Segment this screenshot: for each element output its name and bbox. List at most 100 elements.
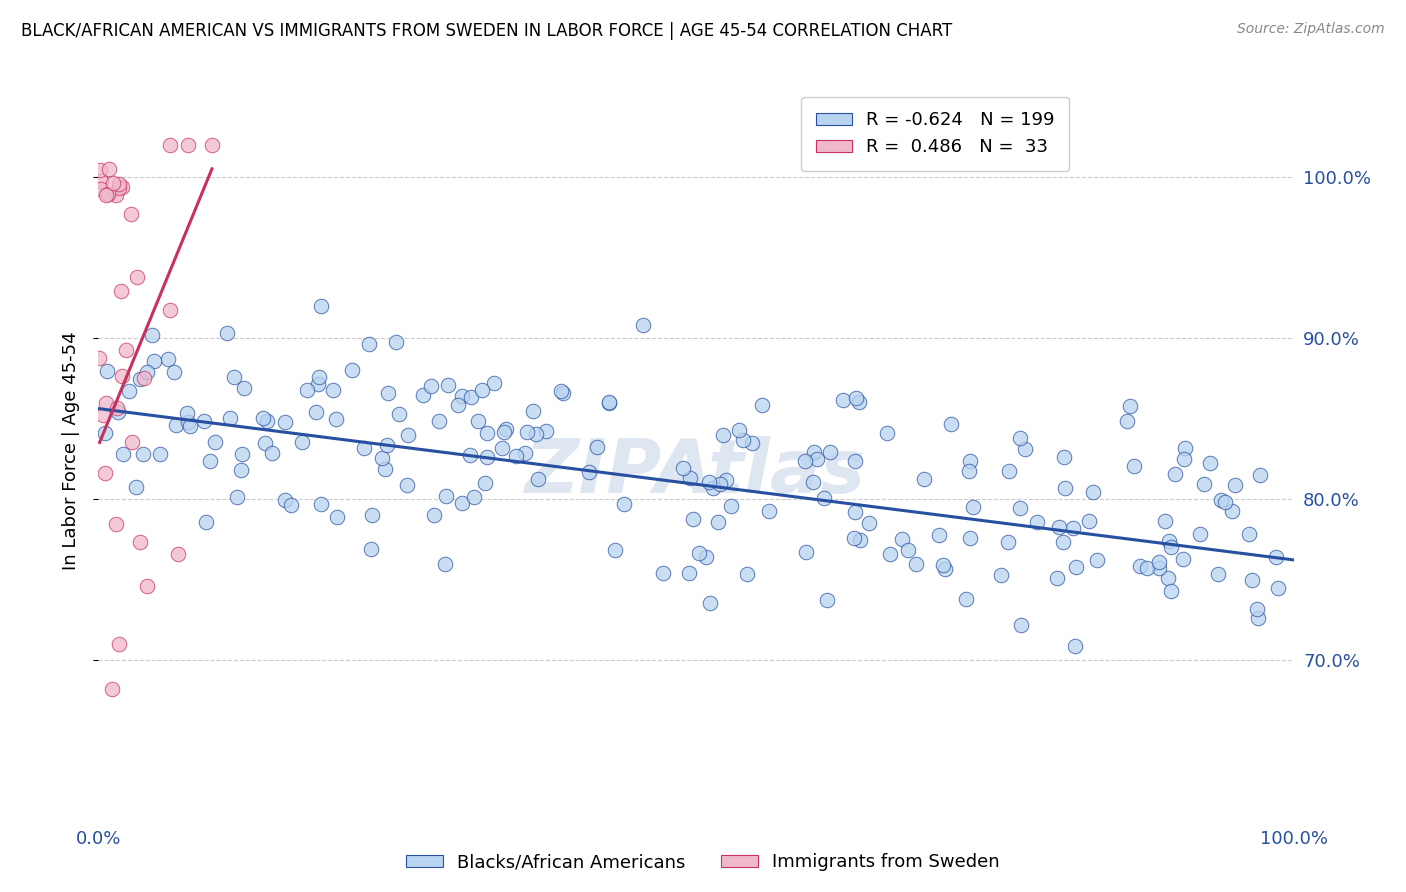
Point (1211, 493, 1233, 508)
Point (912, 472, 935, 486)
Point (598, 395, 620, 409)
Point (1147, 555, 1170, 569)
Point (108, 178, 131, 192)
Point (132, 371, 155, 385)
Legend: R = -0.624   N = 199, R =  0.486   N =  33: R = -0.624 N = 199, R = 0.486 N = 33 (801, 96, 1070, 170)
Point (177, 137, 200, 152)
Point (844, 505, 866, 519)
Point (1174, 441, 1197, 455)
Point (586, 440, 609, 454)
Point (491, 441, 513, 455)
Point (1157, 571, 1180, 585)
Point (1129, 559, 1152, 574)
Point (1173, 452, 1195, 467)
Point (233, 380, 256, 394)
Point (165, 418, 187, 433)
Point (176, 406, 198, 420)
Point (1237, 527, 1260, 541)
Point (598, 395, 620, 409)
Point (159, 302, 181, 317)
Point (156, 351, 179, 366)
Point (110, 285, 132, 299)
Point (1249, 467, 1271, 482)
Point (436, 378, 458, 392)
Point (1213, 495, 1236, 509)
Point (844, 454, 866, 468)
Point (420, 379, 443, 393)
Point (97, 161, 120, 176)
Point (1222, 504, 1244, 518)
Point (806, 451, 828, 466)
Point (997, 535, 1019, 549)
Point (1246, 601, 1268, 615)
Point (793, 454, 815, 468)
Point (256, 414, 278, 428)
Point (741, 435, 763, 450)
Point (460, 390, 482, 404)
Point (471, 383, 494, 397)
Point (832, 393, 855, 408)
Point (1083, 484, 1105, 499)
Point (107, 404, 129, 418)
Point (107, 637, 129, 651)
Point (879, 547, 901, 561)
Point (201, 137, 224, 152)
Point (136, 579, 159, 593)
Point (90, 174, 112, 188)
Point (451, 496, 474, 510)
Point (308, 370, 330, 384)
Point (1147, 560, 1170, 574)
Point (997, 464, 1019, 478)
Point (813, 491, 835, 506)
Point (801, 475, 824, 489)
Point (1154, 514, 1177, 528)
Point (678, 566, 700, 581)
Point (395, 477, 418, 491)
Point (179, 419, 201, 434)
Point (1064, 639, 1087, 653)
Point (307, 376, 329, 391)
Point (101, 176, 124, 190)
Point (897, 543, 920, 558)
Point (136, 365, 159, 379)
Point (758, 504, 780, 518)
Point (94, 425, 117, 440)
Point (848, 395, 870, 409)
Point (219, 411, 242, 425)
Point (714, 473, 737, 487)
Point (1119, 399, 1142, 413)
Point (711, 428, 734, 442)
Point (1077, 514, 1099, 528)
Point (159, 137, 181, 152)
Point (254, 436, 277, 450)
Point (932, 558, 955, 573)
Point (679, 471, 702, 485)
Point (727, 423, 749, 437)
Point (551, 386, 574, 401)
Point (128, 535, 150, 549)
Point (1085, 553, 1108, 567)
Point (858, 516, 880, 531)
Point (105, 517, 128, 532)
Point (1192, 477, 1215, 491)
Point (295, 383, 318, 397)
Point (108, 181, 131, 195)
Point (751, 398, 773, 412)
Text: BLACK/AFRICAN AMERICAN VS IMMIGRANTS FROM SWEDEN IN LABOR FORCE | AGE 45-54 CORR: BLACK/AFRICAN AMERICAN VS IMMIGRANTS FRO… (21, 22, 952, 40)
Point (959, 531, 981, 545)
Point (495, 422, 517, 436)
Point (803, 445, 825, 459)
Point (651, 566, 673, 580)
Point (360, 508, 382, 523)
Point (326, 510, 349, 524)
Point (955, 592, 977, 607)
Point (217, 326, 239, 340)
Point (231, 463, 253, 477)
Point (120, 207, 142, 221)
Point (1206, 567, 1229, 582)
Point (94, 467, 117, 481)
Point (371, 450, 394, 465)
Point (842, 532, 865, 546)
Point (482, 376, 505, 390)
Point (451, 389, 474, 403)
